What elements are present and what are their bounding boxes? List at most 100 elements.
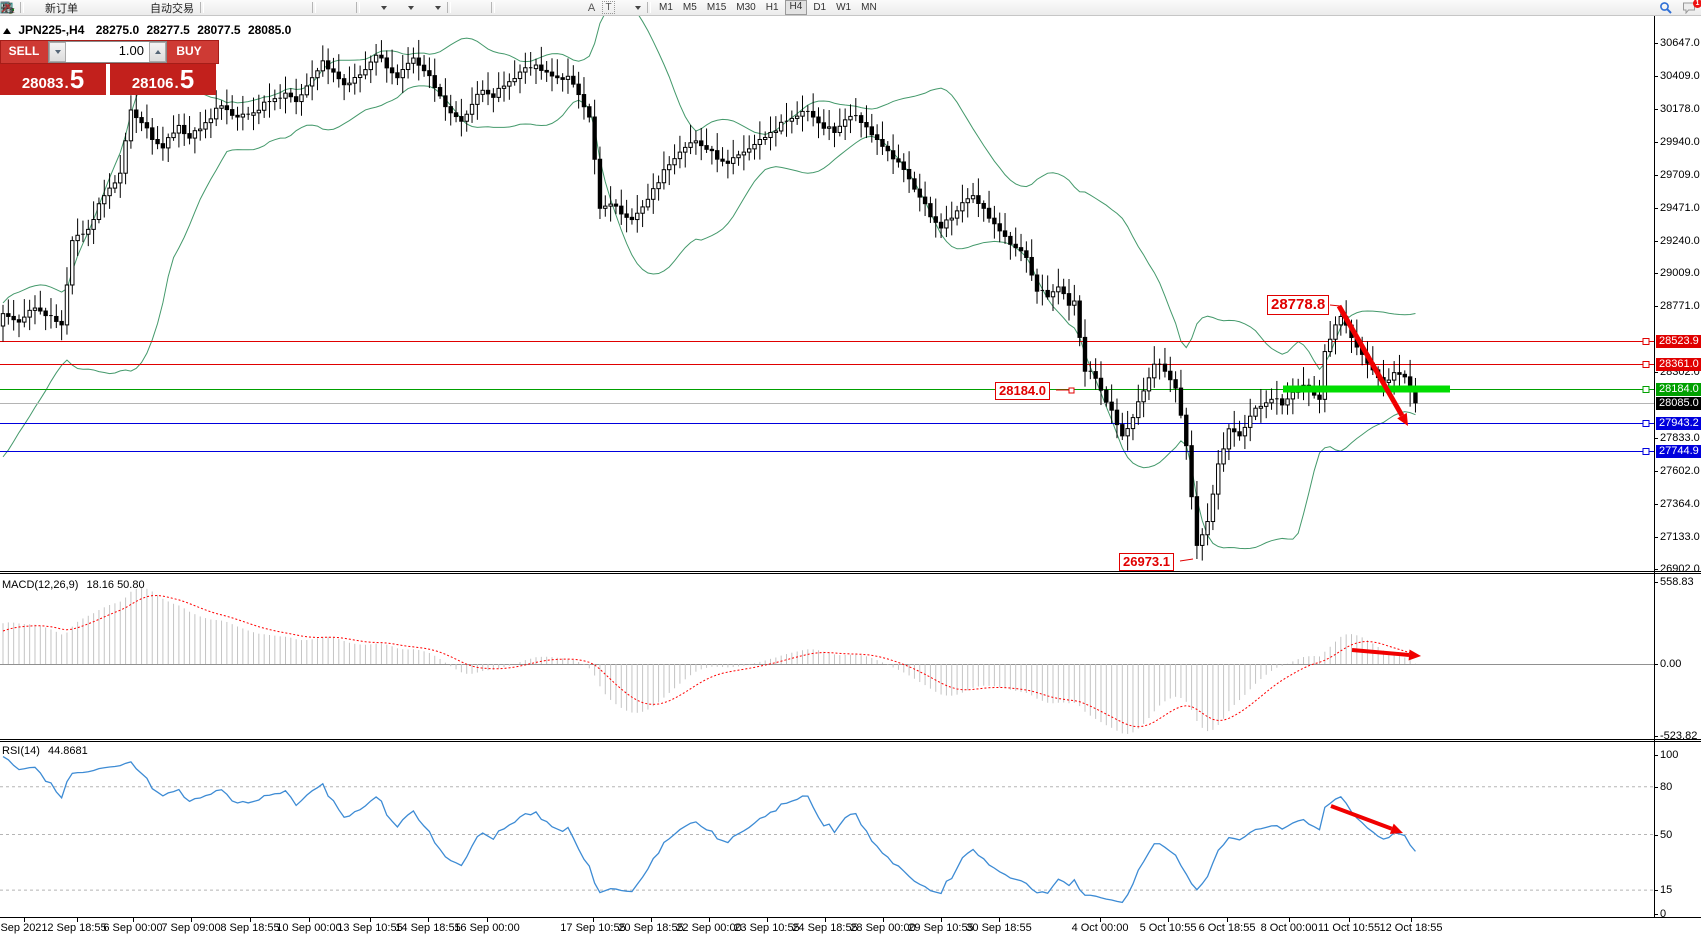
templates-icon[interactable] — [0, 1, 434, 14]
panel-separator[interactable] — [0, 571, 1701, 572]
candlestick — [347, 82, 352, 86]
candlestick — [405, 62, 411, 71]
auto-scroll-icon[interactable] — [0, 1, 336, 14]
volume-increase-button[interactable] — [149, 42, 166, 62]
shapes-dropdown-arrow[interactable] — [635, 5, 641, 10]
red-arrow-shaft[interactable] — [1330, 804, 1393, 831]
price-level-label[interactable]: 28184.0 — [1656, 383, 1701, 396]
bar-chart-icon[interactable] — [1, 1, 224, 14]
price-annotation[interactable]: 28778.8 — [1267, 295, 1330, 316]
timeframe-H1[interactable]: H1 — [765, 2, 779, 13]
price-level-label[interactable]: 28361.0 — [1656, 358, 1701, 371]
price-axis-border[interactable] — [1654, 16, 1655, 918]
zoom-in-icon[interactable] — [1, 1, 275, 14]
notification-bubble-icon[interactable]: 1 — [1682, 0, 1701, 14]
hline-handle[interactable] — [1642, 338, 1650, 345]
crosshair-icon[interactable] — [1, 1, 488, 14]
new-order-button[interactable]: 新订单 — [45, 2, 78, 15]
navigator-icon[interactable] — [1, 1, 132, 14]
candlestick — [1232, 428, 1237, 433]
timeframe-M30[interactable]: M30 — [736, 2, 756, 13]
fibonacci-tool-icon[interactable]: E — [1, 1, 566, 14]
indicators-dropdown-arrow[interactable] — [381, 5, 387, 10]
candlestick — [944, 219, 949, 229]
price-annotation[interactable]: 28184.0 — [995, 382, 1050, 400]
candlestick — [150, 127, 155, 140]
price-level-label[interactable]: 28523.9 — [1656, 335, 1701, 348]
candlestick-chart-icon[interactable] — [1, 1, 241, 14]
shapes-tool-icon[interactable] — [1, 1, 634, 14]
candlestick — [581, 94, 587, 108]
price-annotation[interactable]: 26973.1 — [1119, 553, 1174, 571]
axis-tick-mark — [1654, 142, 1658, 143]
candlestick — [960, 202, 965, 212]
text-tool-icon[interactable]: A — [583, 1, 600, 14]
hline-handle[interactable] — [1642, 361, 1650, 368]
red-arrow-head[interactable] — [1397, 412, 1408, 426]
templates-dropdown-arrow[interactable] — [435, 5, 441, 10]
red-arrow-shaft[interactable] — [1336, 304, 1405, 417]
candlestick — [1391, 372, 1397, 381]
annotation-connector — [1179, 558, 1194, 562]
channel-tool-icon[interactable]: F — [1, 1, 583, 14]
periods-clock-icon[interactable] — [0, 1, 407, 14]
timeframe-M1[interactable]: M1 — [659, 2, 673, 13]
timeframe-M5[interactable]: M5 — [682, 2, 697, 13]
new-order-icon[interactable] — [0, 1, 44, 14]
timeframe-M15[interactable]: M15 — [706, 2, 727, 13]
panel-separator[interactable] — [0, 739, 1701, 740]
price-level-label[interactable]: 28085.0 — [1656, 397, 1701, 410]
panel-separator[interactable] — [0, 741, 1701, 742]
market-watch-icon[interactable] — [0, 1, 98, 14]
candlestick — [976, 195, 981, 204]
axis-tick-mark — [1654, 787, 1658, 788]
timeframe-H4[interactable]: H4 — [784, 0, 808, 15]
tile-windows-icon[interactable] — [0, 1, 309, 14]
vertical-line-tool-icon[interactable] — [4, 1, 515, 14]
price-level-label[interactable]: 27943.2 — [1656, 417, 1701, 430]
timeframe-MN[interactable]: MN — [861, 2, 877, 13]
red-arrow-head[interactable] — [1389, 823, 1403, 834]
candlestick — [906, 168, 912, 180]
volume-decrease-button[interactable] — [49, 42, 66, 62]
sell-price[interactable]: 28083. 5 — [0, 64, 106, 95]
timeframe-W1[interactable]: W1 — [836, 2, 852, 13]
axis-tick-label: -523.82 — [1660, 730, 1698, 742]
trendline-tool-icon[interactable] — [1, 1, 549, 14]
macd-panel-canvas[interactable] — [0, 575, 1654, 739]
hline-handle[interactable] — [1642, 448, 1650, 455]
candlestick — [507, 81, 512, 87]
hline-handle[interactable] — [1642, 420, 1650, 427]
sell-button[interactable]: SELL — [8, 44, 40, 58]
label-tool-icon[interactable]: T — [600, 1, 617, 14]
collapse-triangle-icon[interactable] — [3, 28, 11, 34]
symbol-search-icon[interactable] — [1659, 1, 1676, 14]
hline-handle[interactable] — [1642, 386, 1650, 393]
horizontal-line-tool-icon[interactable] — [1, 1, 532, 14]
cursor-icon[interactable] — [3, 1, 471, 14]
indicators-icon[interactable] — [0, 1, 380, 14]
ohlc-low: 28077.5 — [197, 23, 241, 37]
candlestick — [762, 136, 768, 140]
red-arrow-shaft[interactable] — [1351, 648, 1410, 657]
panel-separator[interactable] — [0, 573, 1701, 574]
volume-input[interactable]: 1.00 — [118, 43, 144, 58]
main-chart-canvas[interactable] — [0, 16, 1654, 572]
candlestick — [794, 115, 800, 119]
timeframe-D1[interactable]: D1 — [813, 2, 827, 13]
rsi-panel-canvas[interactable] — [0, 743, 1654, 917]
autotrading-button[interactable]: 自动交易 — [150, 2, 194, 15]
price-level-label[interactable]: 27744.9 — [1656, 445, 1701, 458]
buy-price[interactable]: 28106. 5 — [110, 64, 216, 95]
data-window-icon[interactable] — [1, 1, 115, 14]
periods-dropdown-arrow[interactable] — [408, 5, 414, 10]
chart-shift-icon[interactable] — [0, 1, 353, 14]
zoom-out-icon[interactable] — [1, 1, 292, 14]
line-chart-icon[interactable] — [0, 1, 258, 14]
red-arrow-head[interactable] — [1408, 649, 1421, 661]
time-axis[interactable]: Sep 2021 2 Sep 18:55 6 Sep 00:00 7 Sep 09:0… — [0, 918, 1701, 935]
buy-button[interactable]: BUY — [176, 44, 202, 58]
annotation-anchor[interactable] — [1068, 387, 1075, 394]
candlestick — [203, 122, 208, 130]
autotrading-globe-icon[interactable] — [0, 1, 149, 14]
